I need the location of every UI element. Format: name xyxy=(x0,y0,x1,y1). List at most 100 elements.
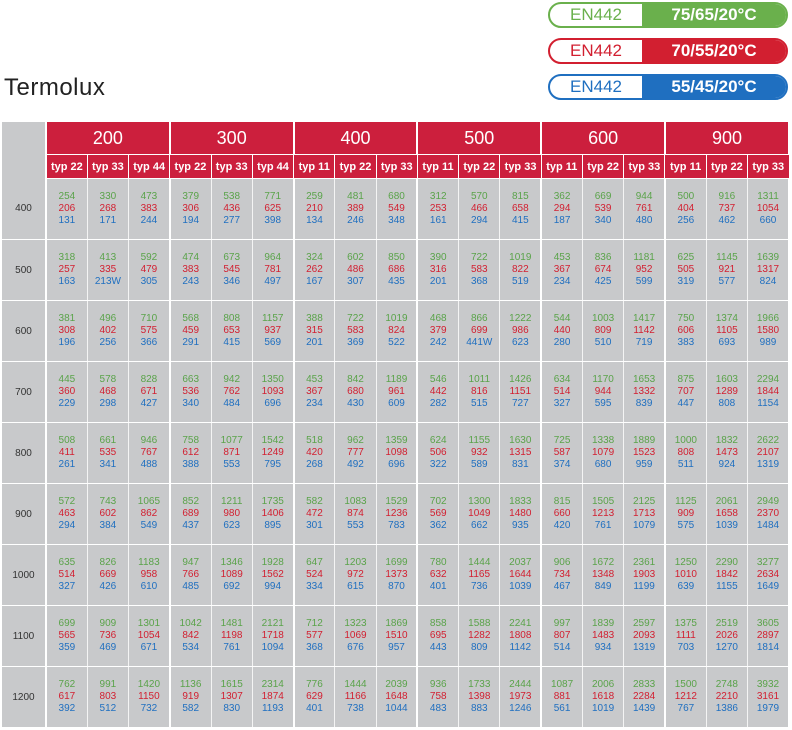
output-70-55: 535 xyxy=(99,447,117,458)
output-75-65: 663 xyxy=(182,374,200,385)
type-header: typ 22 xyxy=(705,154,749,179)
output-55-45: 298 xyxy=(99,398,117,409)
output-75-65: 474 xyxy=(182,252,200,263)
output-70-55: 335 xyxy=(99,264,117,275)
output-70-55: 1483 xyxy=(591,630,615,641)
output-55-45: 441W xyxy=(466,337,493,348)
output-cell: 1011 816 515 xyxy=(458,361,501,423)
output-cell: 453 367 234 xyxy=(541,239,583,301)
output-75-65: 842 xyxy=(347,374,364,385)
output-75-65: 680 xyxy=(388,191,405,202)
height-group-header: 300 xyxy=(168,122,295,155)
output-cell: 699 565 359 xyxy=(46,605,88,667)
output-55-45: 830 xyxy=(223,703,241,714)
output-55-45: 511 xyxy=(677,459,694,470)
output-55-45: 366 xyxy=(140,337,158,348)
output-75-65: 1323 xyxy=(344,618,367,629)
output-55-45: 497 xyxy=(264,276,282,287)
output-75-65: 570 xyxy=(470,191,488,202)
type-header: typ 33 xyxy=(499,154,542,179)
output-cell: 2361 1903 1199 xyxy=(623,544,666,606)
output-75-65: 1083 xyxy=(344,496,367,507)
output-cell: 390 316 201 xyxy=(417,239,460,301)
output-cell: 828 671 427 xyxy=(128,361,171,423)
output-55-45: 839 xyxy=(635,398,653,409)
output-cell: 947 766 485 xyxy=(169,544,212,606)
output-75-65: 1042 xyxy=(179,618,202,629)
output-cell: 1189 961 609 xyxy=(376,361,419,423)
output-cell: 2444 1973 1246 xyxy=(499,666,543,728)
output-75-65: 1630 xyxy=(509,435,532,446)
output-cell: 750 606 383 xyxy=(664,300,707,362)
output-cell: 362 294 187 xyxy=(541,178,583,240)
output-55-45: 443 xyxy=(429,642,447,653)
output-cell: 964 781 497 xyxy=(252,239,295,301)
output-55-45: 732 xyxy=(140,703,158,714)
output-cell: 1375 1111 703 xyxy=(664,605,707,667)
output-70-55: 1098 xyxy=(385,447,408,458)
height-group-header: 400 xyxy=(292,122,419,155)
output-70-55: 1010 xyxy=(674,569,697,580)
output-70-55: 816 xyxy=(470,386,488,397)
output-70-55: 1315 xyxy=(509,447,532,458)
output-cell: 916 737 462 xyxy=(706,178,749,240)
output-55-45: 761 xyxy=(594,520,612,531)
output-cell: 1323 1069 676 xyxy=(334,605,377,667)
output-cell: 1444 1166 738 xyxy=(334,666,377,728)
output-cell: 771 625 398 xyxy=(252,178,295,240)
output-75-65: 1672 xyxy=(591,557,615,568)
output-cell: 1417 1142 719 xyxy=(623,300,666,362)
output-cell: 544 440 280 xyxy=(541,300,583,362)
output-55-45: 1319 xyxy=(756,459,780,470)
output-cell: 1250 1010 639 xyxy=(664,544,707,606)
output-55-45: 327 xyxy=(553,398,571,409)
output-cell: 474 383 243 xyxy=(169,239,212,301)
output-75-65: 1420 xyxy=(137,679,161,690)
output-75-65: 1300 xyxy=(468,496,491,507)
output-70-55: 1105 xyxy=(716,325,738,336)
output-55-45: 623 xyxy=(511,337,529,348)
output-70-55: 761 xyxy=(635,203,653,214)
legend-badge-55-45: EN442 55/45/20°C xyxy=(548,74,788,100)
output-75-65: 1346 xyxy=(220,557,243,568)
output-70-55: 874 xyxy=(347,508,364,519)
output-70-55: 1198 xyxy=(220,630,243,641)
output-70-55: 695 xyxy=(429,630,447,641)
output-55-45: 462 xyxy=(718,215,736,226)
output-75-65: 635 xyxy=(58,557,76,568)
output-70-55: 294 xyxy=(553,203,571,214)
output-70-55: 1510 xyxy=(385,630,408,641)
output-55-45: 244 xyxy=(140,215,158,226)
output-70-55: 671 xyxy=(140,386,158,397)
output-55-45: 1094 xyxy=(261,642,284,653)
output-55-45: 305 xyxy=(140,276,158,287)
output-70-55: 411 xyxy=(58,447,75,458)
output-55-45: 895 xyxy=(264,520,282,531)
output-70-55: 367 xyxy=(306,386,323,397)
output-cell: 826 669 426 xyxy=(87,544,130,606)
output-55-45: 488 xyxy=(140,459,158,470)
output-cell: 582 472 301 xyxy=(293,483,336,545)
output-75-65: 518 xyxy=(306,435,323,446)
output-75-65: 2833 xyxy=(632,679,656,690)
output-55-45: 660 xyxy=(759,215,777,226)
length-label: 600 xyxy=(2,300,47,362)
output-55-45: 514 xyxy=(553,642,571,653)
output-70-55: 803 xyxy=(99,691,117,702)
type-header: typ 33 xyxy=(210,154,253,179)
output-70-55: 1580 xyxy=(756,325,780,336)
output-55-45: 719 xyxy=(635,337,653,348)
output-cell: 2290 1842 1155 xyxy=(706,544,749,606)
output-75-65: 1542 xyxy=(261,435,284,446)
output-70-55: 1049 xyxy=(468,508,491,519)
output-75-65: 1250 xyxy=(674,557,697,568)
output-70-55: 459 xyxy=(182,325,200,336)
output-cell: 712 577 368 xyxy=(293,605,336,667)
output-55-45: 194 xyxy=(182,215,200,226)
output-cell: 624 506 322 xyxy=(417,422,460,484)
output-55-45: 534 xyxy=(182,642,200,653)
output-cell: 1083 874 553 xyxy=(334,483,377,545)
output-70-55: 536 xyxy=(182,386,200,397)
output-cell: 647 524 334 xyxy=(293,544,336,606)
output-75-65: 1019 xyxy=(385,313,408,324)
